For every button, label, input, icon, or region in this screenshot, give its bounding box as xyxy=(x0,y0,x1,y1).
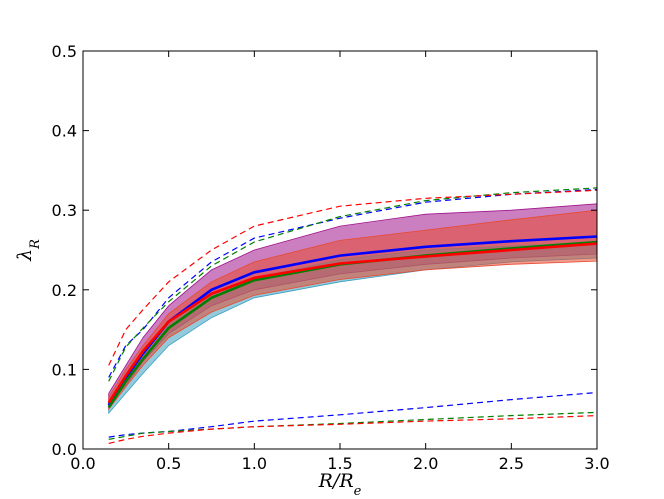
x-tick-label: 2.0 xyxy=(413,454,438,473)
series-2-upper-dashed xyxy=(108,189,598,366)
y-ticks: 0.0 0.1 0.2 0.3 0.4 0.5 xyxy=(52,42,597,459)
x-tick-label: 2.5 xyxy=(499,454,524,473)
x-tick-label: 1.0 xyxy=(242,454,267,473)
mean-lines xyxy=(107,235,598,409)
x-tick-label: 3.0 xyxy=(584,454,609,473)
y-tick-label: 0.4 xyxy=(52,122,77,141)
x-tick-label: 1.5 xyxy=(327,454,352,473)
x-ticks: 0.0 0.5 1.0 1.5 2.0 2.5 3.0 xyxy=(70,51,610,473)
y-axis-label: λR xyxy=(14,239,43,262)
y-tick-label: 0.5 xyxy=(52,42,77,61)
y-tick-label: 0.3 xyxy=(52,201,77,220)
y-tick-label: 0.0 xyxy=(52,440,77,459)
series-2-mean-line xyxy=(107,242,598,404)
series-0-upper-dashed xyxy=(108,188,598,378)
x-tick-label: 0.5 xyxy=(156,454,181,473)
y-tick-label: 0.1 xyxy=(52,360,77,379)
series-2-lower-dashed xyxy=(108,415,598,444)
x-axis-label: R/Re xyxy=(318,470,362,499)
x-tick-label: 0.0 xyxy=(70,454,95,473)
y-tick-label: 0.2 xyxy=(52,281,77,300)
series-0-lower-dashed xyxy=(108,391,598,438)
dashed-lines xyxy=(108,187,598,444)
